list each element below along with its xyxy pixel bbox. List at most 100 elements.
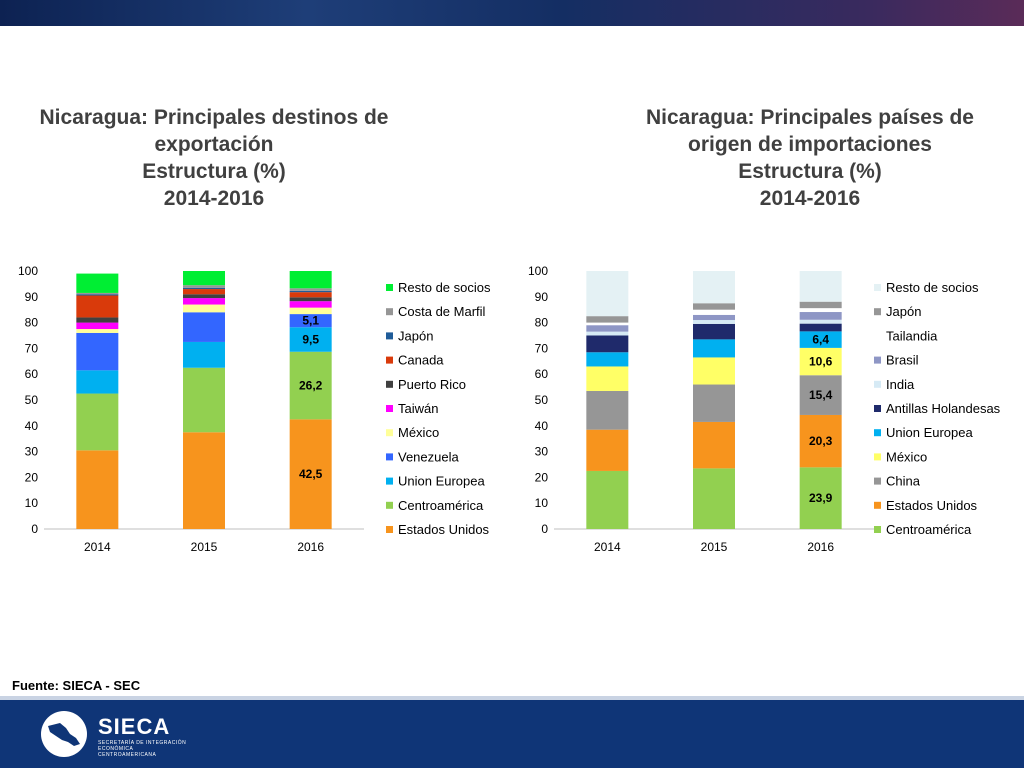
legend-label: India bbox=[886, 377, 915, 392]
y-tick-label: 30 bbox=[535, 445, 549, 459]
chart-title-line: Estructura (%) bbox=[738, 160, 882, 183]
bar-stack-2016: 23,9 20,3 15,4 10,6 6,4 bbox=[799, 271, 842, 529]
data-label: 26,2 bbox=[299, 379, 323, 393]
bar-segment-centroamerica bbox=[76, 393, 119, 451]
legend-swatch bbox=[386, 284, 393, 291]
bar-segment-mexico bbox=[693, 357, 735, 385]
legend-label: Costa de Marfil bbox=[398, 304, 486, 319]
legend-label: México bbox=[398, 425, 439, 440]
legend-swatch bbox=[874, 332, 881, 340]
bar-segment-resto-de-socios bbox=[183, 271, 225, 286]
bar-segment-union-europea bbox=[76, 370, 119, 394]
legend-swatch bbox=[386, 405, 393, 412]
x-tick-label: 2016 bbox=[297, 540, 324, 554]
bar-stack-2015 bbox=[183, 271, 225, 529]
legend-label: México bbox=[886, 449, 927, 464]
bar-segment-taiwan bbox=[76, 322, 119, 330]
bar-segment-puerto-rico bbox=[183, 294, 225, 299]
bar-segment-puerto-rico bbox=[289, 297, 332, 302]
bar-segment-japon bbox=[289, 290, 332, 293]
legend-label: Estados Unidos bbox=[398, 522, 490, 537]
legend-label: Tailandia bbox=[886, 328, 938, 343]
legend-label: Venezuela bbox=[398, 449, 459, 464]
bar-segment-china bbox=[586, 390, 629, 430]
x-tick-label: 2014 bbox=[84, 540, 111, 554]
bar-segment-costa-de-marfil bbox=[289, 288, 332, 291]
x-tick-label: 2016 bbox=[807, 540, 834, 554]
footer-banner bbox=[0, 700, 1024, 768]
legend-label: Centroamérica bbox=[886, 522, 972, 537]
bar-segment-tailandia bbox=[586, 322, 629, 326]
bar-segment-brasil bbox=[693, 314, 735, 321]
legend-swatch bbox=[386, 453, 393, 461]
bar-segment-costa-de-marfil bbox=[183, 285, 225, 288]
chart-title-imports: Nicaragua: Principales países de origen … bbox=[600, 104, 1020, 212]
y-tick-label: 80 bbox=[25, 316, 39, 330]
bar-segment-centroamerica bbox=[693, 468, 735, 529]
chart-title-line: origen de importaciones bbox=[688, 133, 932, 156]
data-label: 10,6 bbox=[809, 355, 833, 369]
bar-segment-india bbox=[586, 331, 629, 336]
bar-segment-mexico bbox=[289, 307, 332, 315]
legend-swatch bbox=[386, 526, 393, 533]
bar-segment-japon bbox=[586, 316, 629, 323]
bar-segment-centroamerica bbox=[799, 467, 842, 529]
y-tick-label: 100 bbox=[528, 264, 548, 278]
bar-segment-resto-de-socios bbox=[289, 271, 332, 289]
bar-segment-resto-de-socios bbox=[76, 273, 119, 293]
legend-label: Japón bbox=[886, 304, 921, 319]
y-tick-label: 80 bbox=[535, 316, 549, 330]
x-tick-label: 2014 bbox=[594, 540, 621, 554]
data-label: 5,1 bbox=[302, 314, 319, 328]
legend-swatch bbox=[386, 380, 393, 388]
legend-label: Union Europea bbox=[398, 474, 485, 489]
bar-segment-antillas-holandesas bbox=[799, 323, 842, 332]
exports-stacked-bar-chart: 0 10 20 30 40 50 60 70 80 90 100 2014 2015 42,5 26,2 9,… bbox=[18, 264, 491, 554]
legend-swatch bbox=[874, 477, 881, 485]
logo-name: SIECA bbox=[98, 714, 171, 739]
bar-segment-mexico bbox=[586, 366, 629, 391]
y-tick-label: 40 bbox=[535, 419, 549, 433]
legend-label: Brasil bbox=[886, 353, 919, 368]
y-tick-label: 100 bbox=[18, 264, 38, 278]
legend-label: Centroamérica bbox=[398, 498, 484, 513]
y-tick-label: 50 bbox=[25, 393, 39, 407]
footer-divider bbox=[0, 696, 1024, 700]
legend-swatch bbox=[386, 356, 393, 364]
data-label: 42,5 bbox=[299, 467, 323, 481]
y-tick-label: 90 bbox=[25, 290, 39, 304]
y-tick-label: 20 bbox=[535, 470, 549, 484]
legend-label: Resto de socios bbox=[398, 280, 491, 295]
legend-swatch bbox=[874, 429, 881, 437]
bar-segment-japon bbox=[799, 301, 842, 309]
legend-swatch bbox=[874, 526, 881, 533]
bar-segment-china bbox=[693, 384, 735, 422]
bar-segment-mexico bbox=[183, 304, 225, 313]
legend-label: Antillas Holandesas bbox=[886, 401, 1001, 416]
legend-swatch bbox=[874, 308, 881, 316]
legend-swatch bbox=[874, 380, 881, 388]
legend-swatch bbox=[874, 453, 881, 461]
bar-stack-2015 bbox=[693, 271, 735, 529]
bar-segment-canada bbox=[289, 292, 332, 298]
bar-segment-antillas-holandesas bbox=[693, 323, 735, 340]
bar-segment-estados-unidos bbox=[693, 421, 735, 469]
bar-segment-canada bbox=[183, 289, 225, 295]
bar-segment-union-europea bbox=[183, 341, 225, 368]
bar-segment-antillas-holandesas bbox=[586, 335, 629, 353]
bar-segment-mexico bbox=[76, 329, 119, 333]
legend-label: Taiwán bbox=[398, 401, 438, 416]
bar-segment-japon bbox=[693, 303, 735, 310]
bar-segment-union-europea bbox=[586, 352, 629, 367]
y-tick-label: 30 bbox=[25, 445, 39, 459]
y-tick-label: 50 bbox=[535, 393, 549, 407]
data-label: 6,4 bbox=[812, 333, 829, 347]
legend-swatch bbox=[386, 332, 393, 340]
legend-label: Puerto Rico bbox=[398, 377, 466, 392]
imports-stacked-bar-chart: 0 10 20 30 40 50 60 70 80 90 100 2014 2015 23,9 20,3 15… bbox=[528, 264, 1001, 554]
chart-title-exports: Nicaragua: Principales destinos de expor… bbox=[4, 104, 424, 212]
logo-text: SIECA SECRETARÍA DE INTEGRACIÓN ECONÓMIC… bbox=[98, 714, 188, 758]
source-note: Fuente: SIECA - SEC bbox=[12, 678, 141, 693]
chart-title-line: Nicaragua: Principales destinos de bbox=[39, 106, 389, 129]
bar-segment-japon bbox=[183, 287, 225, 290]
